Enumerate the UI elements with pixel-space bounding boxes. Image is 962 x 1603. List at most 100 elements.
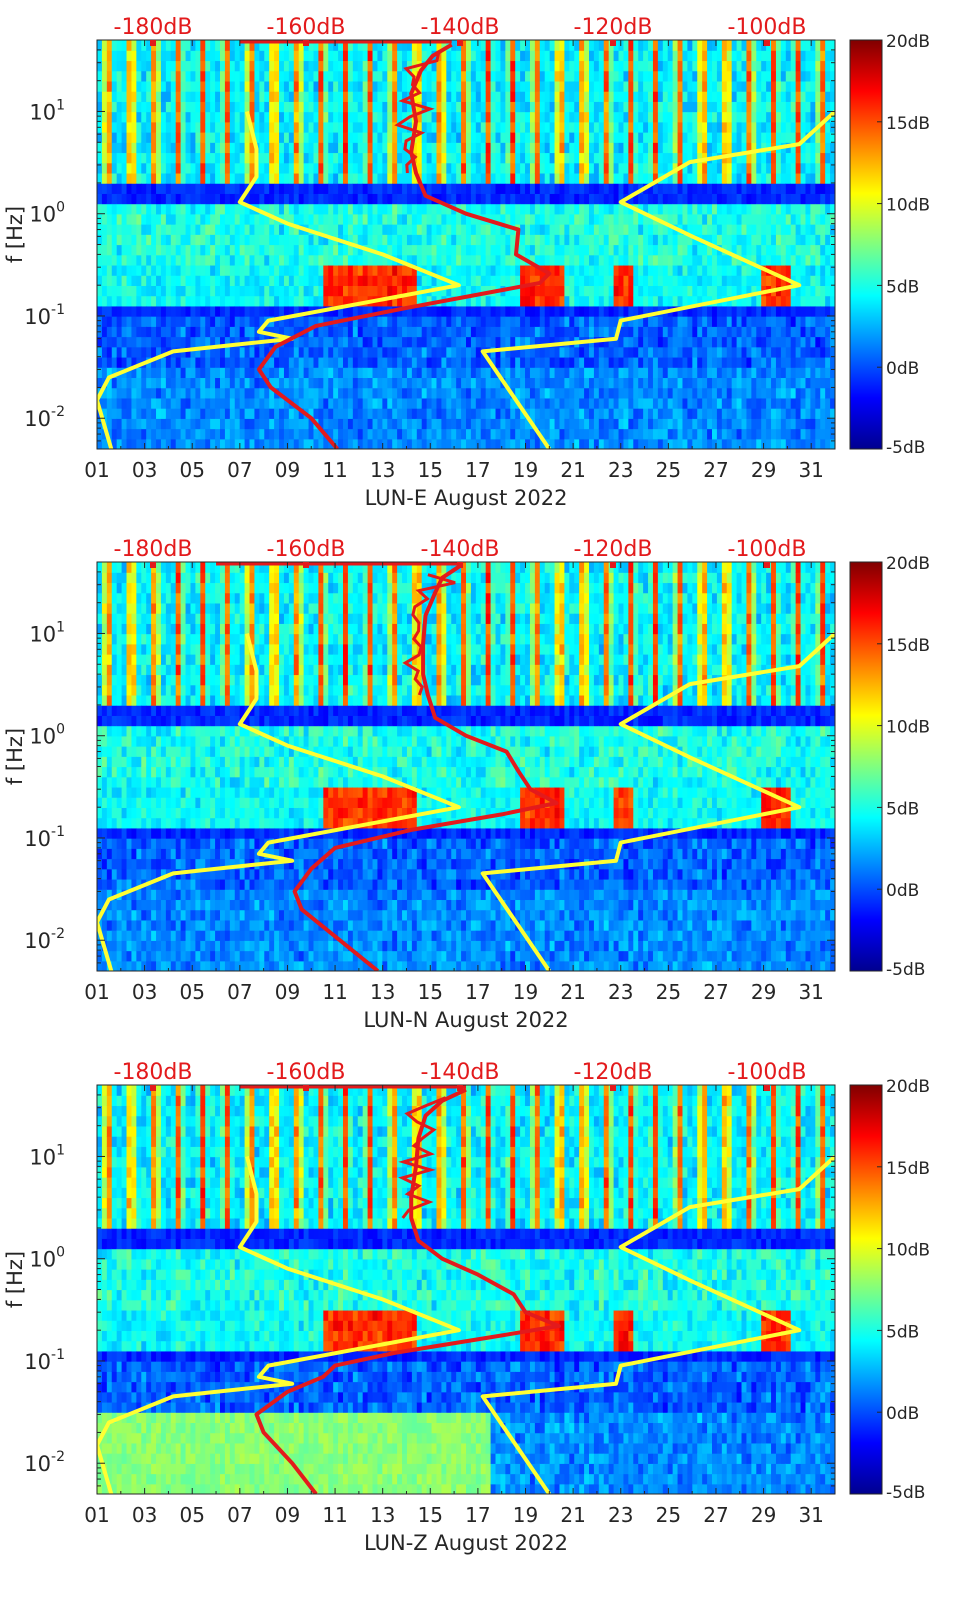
x-tick-label: 17 — [465, 1503, 490, 1527]
x-tick-label: 15 — [418, 1503, 443, 1527]
top-axis-tick — [610, 40, 616, 46]
x-tick-label: 19 — [513, 1503, 538, 1527]
x-tick-label: 25 — [656, 458, 681, 482]
top-axis-tick — [303, 1085, 309, 1091]
x-tick-label: 05 — [179, 1503, 204, 1527]
y-tick-label: 10-2 — [24, 926, 65, 953]
top-axis-db-label: -160dB — [267, 1060, 346, 1085]
colorbar-label: 15dB — [886, 114, 930, 134]
x-tick-label: 11 — [322, 458, 347, 482]
x-tick-label: 27 — [703, 980, 728, 1004]
x-tick-label: 31 — [798, 1503, 823, 1527]
x-tick-label: 01 — [84, 458, 109, 482]
colorbar-label: 20dB — [886, 32, 930, 52]
colorbar-label: 15dB — [886, 1159, 930, 1179]
x-tick-label: 29 — [751, 458, 776, 482]
colorbar-label: -5dB — [886, 960, 925, 980]
spectrogram-heatmap — [97, 40, 836, 450]
x-tick-label: 25 — [656, 980, 681, 1004]
y-tick-label: 10-2 — [24, 1449, 65, 1476]
x-tick-label: 03 — [132, 1503, 157, 1527]
y-tick-label: 10-1 — [24, 302, 65, 329]
top-axis-tick — [610, 562, 616, 568]
y-tick-label: 100 — [29, 1245, 65, 1272]
colorbar-label: 20dB — [886, 1077, 930, 1097]
x-tick-label: 05 — [179, 980, 204, 1004]
x-tick-label: 11 — [322, 980, 347, 1004]
top-axis-db-label: -140dB — [421, 1060, 500, 1085]
top-axis-tick — [457, 1085, 463, 1091]
x-tick-label: 23 — [608, 1503, 633, 1527]
top-axis-db-label: -140dB — [421, 15, 500, 40]
top-axis-db-label: -160dB — [267, 537, 346, 562]
top-axis-tick — [303, 562, 309, 568]
x-tick-label: 01 — [84, 980, 109, 1004]
top-axis-tick — [150, 40, 156, 46]
colorbar-label: 20dB — [886, 554, 930, 574]
x-tick-label: 19 — [513, 980, 538, 1004]
top-axis-db-label: -180dB — [114, 15, 193, 40]
top-axis-tick — [150, 562, 156, 568]
top-axis-tick — [764, 1085, 770, 1091]
colorbar-label: -5dB — [886, 1483, 925, 1503]
y-axis-label: f [Hz] — [3, 1251, 27, 1308]
x-tick-label: 27 — [703, 458, 728, 482]
top-axis-tick — [610, 1085, 616, 1091]
x-tick-label: 07 — [227, 458, 252, 482]
colorbar-label: 10dB — [886, 718, 930, 738]
colorbar-label: 10dB — [886, 1241, 930, 1261]
x-tick-label: 15 — [418, 458, 443, 482]
colorbar-label: 15dB — [886, 636, 930, 656]
top-axis-db-label: -100dB — [728, 15, 807, 40]
top-axis-tick — [150, 1085, 156, 1091]
x-tick-label: 25 — [656, 1503, 681, 1527]
x-tick-label: 21 — [560, 458, 585, 482]
top-axis-tick — [457, 40, 463, 46]
x-tick-label: 13 — [370, 980, 395, 1004]
colorbar — [850, 40, 882, 449]
x-tick-label: 23 — [608, 980, 633, 1004]
top-axis-tick — [764, 562, 770, 568]
top-axis-db-label: -140dB — [421, 537, 500, 562]
x-axis-label: LUN-E August 2022 — [365, 486, 568, 510]
colorbar-label: 0dB — [886, 359, 919, 379]
x-tick-label: 13 — [370, 1503, 395, 1527]
x-tick-label: 15 — [418, 980, 443, 1004]
spectrogram-heatmap — [97, 1085, 836, 1495]
x-tick-label: 03 — [132, 980, 157, 1004]
x-tick-label: 19 — [513, 458, 538, 482]
x-axis-label: LUN-Z August 2022 — [364, 1531, 568, 1555]
x-tick-label: 09 — [275, 980, 300, 1004]
spectrogram-heatmap — [97, 562, 836, 972]
colorbar-label: -5dB — [886, 438, 925, 458]
y-axis-label: f [Hz] — [3, 728, 27, 785]
x-tick-label: 07 — [227, 1503, 252, 1527]
colorbar-label: 5dB — [886, 277, 919, 297]
top-axis-db-label: -120dB — [574, 537, 653, 562]
x-tick-label: 17 — [465, 980, 490, 1004]
top-axis-db-label: -100dB — [728, 537, 807, 562]
top-axis-db-label: -160dB — [267, 15, 346, 40]
colorbar-label: 0dB — [886, 1404, 919, 1424]
y-tick-label: 101 — [29, 1142, 65, 1169]
top-axis-db-label: -120dB — [574, 1060, 653, 1085]
x-tick-label: 07 — [227, 980, 252, 1004]
y-tick-label: 101 — [29, 619, 65, 646]
colorbar-label: 0dB — [886, 881, 919, 901]
colorbar — [850, 562, 882, 971]
x-tick-label: 09 — [275, 458, 300, 482]
top-axis-db-label: -180dB — [114, 537, 193, 562]
top-axis-db-label: -180dB — [114, 1060, 193, 1085]
top-axis-tick — [303, 40, 309, 46]
x-tick-label: 01 — [84, 1503, 109, 1527]
x-tick-label: 31 — [798, 458, 823, 482]
top-axis-tick — [457, 562, 463, 568]
x-tick-label: 03 — [132, 458, 157, 482]
x-tick-label: 23 — [608, 458, 633, 482]
y-tick-label: 100 — [29, 200, 65, 227]
top-axis-tick — [764, 40, 770, 46]
